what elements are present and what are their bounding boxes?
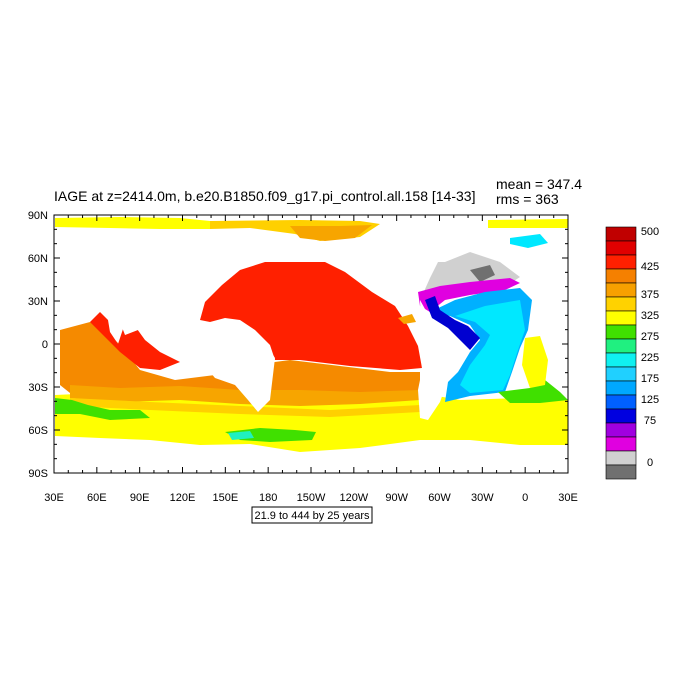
contour-info-text: 21.9 to 444 by 25 years [255,510,370,522]
colorbar-swatch [605,254,637,270]
north-atlantic-darkgray-region [470,265,495,282]
indian-green-feature [55,398,150,420]
colorbar-label: 175 [641,373,659,385]
map-frame: 30E 60E 90E 120E 150E 180 150W 120W 90W 60W 30W 0 30… [28,210,578,504]
lat-tick-label: 60S [28,425,48,437]
south-atlantic-green-region [498,380,568,403]
colorbar-swatch [605,422,637,438]
atlantic-cyan-region [455,300,525,393]
colorbar-label: 75 [644,415,656,427]
lon-tick-label: 180 [259,492,277,504]
colorbar-swatch [605,226,637,242]
colorbar-swatch [605,464,637,480]
nordic-cyan-region [510,234,548,248]
colorbar-label: 425 [641,261,659,273]
colorbar-label: 125 [641,394,659,406]
lon-tick-label: 120W [339,492,368,504]
lon-tick-label: 60E [87,492,107,504]
caribbean-orange-feature [398,314,416,324]
plot-title: IAGE at z=2414.0m, b.e20.B1850.f09_g17.p… [54,188,475,204]
lat-tick-label: 30S [28,382,48,394]
colorbar-swatch [605,450,637,466]
south-band-gold [70,398,420,417]
colorbar-label: 500 [641,226,659,238]
lat-tick-label: 0 [42,339,48,351]
lon-tick-label: 120E [170,492,196,504]
lon-tick-label: 150W [297,492,326,504]
colorbar-swatch [605,324,637,340]
indian-red-region [90,312,180,370]
lat-tick-label: 90N [28,210,48,222]
colorbar-label: 0 [647,457,653,469]
lon-tick-label: 0 [522,492,528,504]
lon-tick-label: 30E [558,492,578,504]
colorbar-swatch [605,394,637,410]
south-atlantic-yellow-coast [522,336,548,388]
colorbar-label: 275 [641,331,659,343]
colorbar-swatch [605,380,637,396]
southern-cyan-feature [228,431,254,440]
colorbar-swatch [605,282,637,298]
lon-tick-label: 30W [471,492,494,504]
arctic-yellow-region [55,217,210,229]
colorbar-swatch [605,408,637,424]
colorbar-swatch [605,240,637,256]
lon-tick-label: 90W [385,492,408,504]
colorbar: 500 425 375 325 275 225 175 125 75 0 [605,226,659,480]
colorbar-label: 325 [641,310,659,322]
colorbar-swatch [605,366,637,382]
colorbar-swatch [605,352,637,368]
colorbar-swatch [605,296,637,312]
mean-label: mean = 347.4 [496,176,582,192]
colorbar-swatch [605,310,637,326]
arctic-orange-region [290,225,372,241]
colorbar-swatch [605,338,637,354]
lon-tick-label: 150E [212,492,238,504]
lon-tick-label: 30E [44,492,64,504]
arctic-yellow-east [488,219,568,228]
lon-tick-label: 60W [428,492,451,504]
atlantic-deepblue-edge [425,296,480,350]
contour-info-box: 21.9 to 444 by 25 years [251,506,373,524]
atlantic-magenta-region [418,278,520,312]
colorbar-label: 375 [641,289,659,301]
lon-tick-label: 90E [130,492,150,504]
lat-tick-label: 90S [28,468,48,480]
land-masses [55,242,568,472]
colorbar-label: 225 [641,352,659,364]
rms-label: rms = 363 [496,191,559,207]
colorbar-swatch [605,268,637,284]
lat-tick-label: 60N [28,253,48,265]
map-field [54,215,568,473]
pacific-red-region [200,262,422,370]
colorbar-swatch [605,436,637,452]
lat-tick-label: 30N [28,296,48,308]
indian-south-pacific-region [60,322,420,400]
